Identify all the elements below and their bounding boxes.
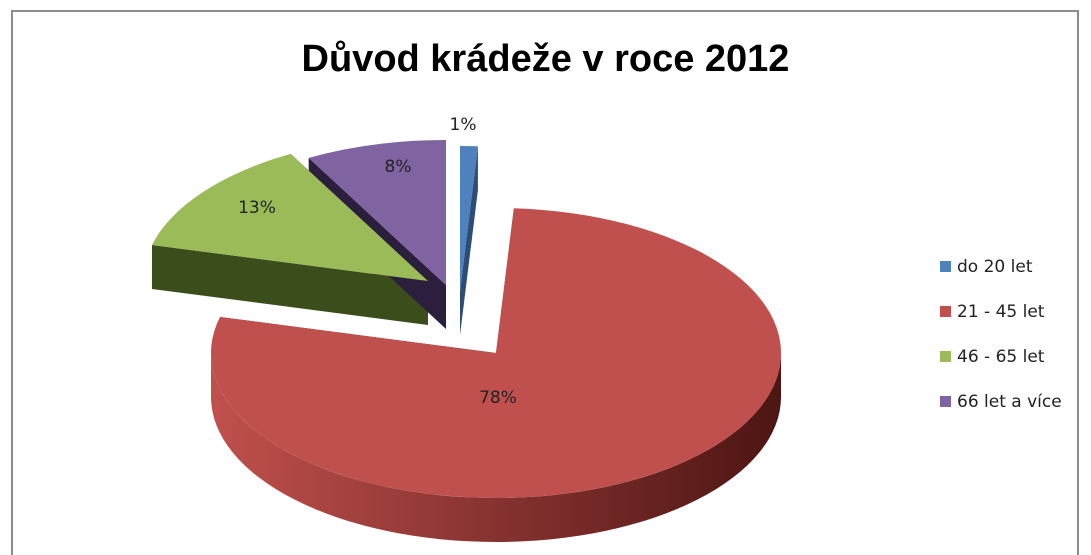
legend-swatch — [940, 261, 951, 272]
legend-item-66-let-a-v-ce: 66 let a více — [940, 379, 1062, 424]
slice-side-wall-do-20-let-1 — [460, 146, 478, 335]
legend-item-do-20-let: do 20 let — [940, 244, 1062, 289]
legend: do 20 let 21 - 45 let 46 - 65 let 66 let a … — [940, 244, 1062, 424]
slice-21-45-let — [211, 208, 782, 498]
legend-item-21-45-let: 21 - 45 let — [940, 289, 1062, 334]
legend-swatch — [940, 396, 951, 407]
slice-66-let-a-v-ce — [308, 140, 446, 285]
slice-side-wall-46-65-let-0 — [151, 244, 428, 325]
legend-swatch — [940, 306, 951, 317]
slice-do-20-let — [460, 146, 478, 291]
legend-swatch — [940, 351, 951, 362]
data-label-do-20-let: 1% — [450, 115, 477, 135]
data-label-66-let-a-v-ce: 8% — [385, 157, 412, 177]
slice-side-21-45-let — [211, 353, 781, 542]
legend-label: 66 let a více — [957, 391, 1062, 412]
data-label-46-65-let: 13% — [238, 198, 276, 218]
data-label-21-45-let: 78% — [479, 388, 517, 408]
legend-item-46-65-let: 46 - 65 let — [940, 334, 1062, 379]
slice-46-65-let — [151, 153, 428, 281]
chart-title: Důvod krádeže v roce 2012 — [301, 38, 790, 80]
legend-label: 46 - 65 let — [957, 346, 1045, 367]
legend-label: do 20 let — [957, 256, 1033, 277]
legend-label: 21 - 45 let — [957, 301, 1045, 322]
